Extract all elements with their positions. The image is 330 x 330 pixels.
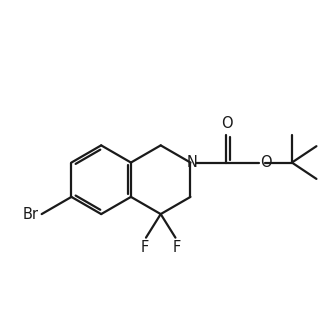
Text: O: O (260, 155, 272, 170)
Text: Br: Br (23, 207, 39, 221)
Text: F: F (140, 240, 148, 255)
Text: O: O (221, 116, 232, 131)
Text: F: F (173, 240, 181, 255)
Text: N: N (187, 155, 198, 170)
